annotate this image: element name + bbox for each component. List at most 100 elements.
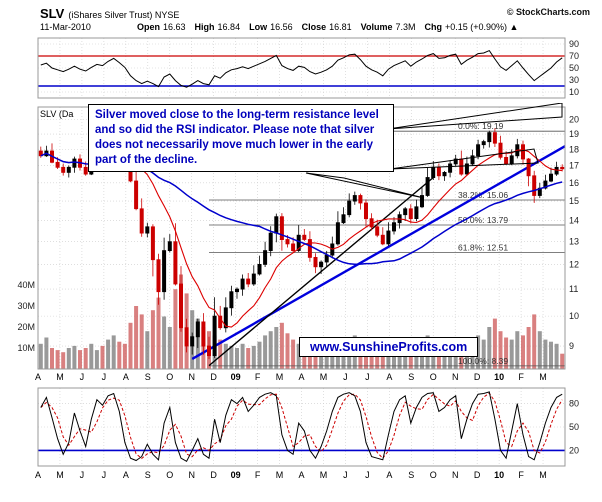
svg-text:O: O [430,372,437,382]
svg-text:90: 90 [569,39,579,49]
svg-text:30M: 30M [17,301,35,311]
svg-text:F: F [518,372,524,382]
fibonacci-levels: 0.0%: 19.19 38.2%: 15.06 50.0%: 13.79 61.8%… [209,121,565,367]
quote-date: 11-Mar-2010 [40,22,91,32]
quote-label: Volume [360,22,393,32]
svg-text:M: M [276,372,284,382]
rsi-axis-labels: 90 70 50 30 10 [569,39,579,97]
svg-text:10: 10 [494,372,504,382]
svg-text:O: O [430,470,437,480]
svg-text:J: J [80,470,85,480]
svg-text:40M: 40M [17,280,35,290]
svg-text:M: M [56,470,64,480]
svg-text:N: N [188,372,195,382]
svg-text:N: N [452,372,459,382]
stoch-plot-border [37,387,566,467]
svg-text:30: 30 [569,75,579,85]
svg-text:10M: 10M [17,343,35,353]
ticker-name: (iShares Silver Trust) NYSE [68,10,180,20]
svg-text:20: 20 [569,445,579,455]
svg-text:20: 20 [569,114,579,124]
svg-text:38.2%: 15.06: 38.2%: 15.06 [458,190,508,200]
quote-value: 16.84 [217,22,241,32]
stoch-axis-labels: 80 50 20 [569,399,579,456]
stoch-signal-line [40,392,563,460]
price-axis-labels: 20 19 18 17 16 15 14 13 12 11 10 9 [569,114,579,351]
svg-text:9: 9 [569,341,574,351]
svg-text:M: M [276,470,284,480]
svg-text:A: A [123,372,129,382]
svg-text:A: A [298,372,304,382]
svg-text:D: D [474,470,481,480]
ticker-symbol: SLV [40,6,65,21]
watermark-link[interactable]: www.SunshineProfits.com [299,337,479,357]
svg-text:70: 70 [569,51,579,61]
svg-text:14: 14 [569,216,579,226]
svg-text:A: A [298,470,304,480]
chart-header: SLV (iShares Silver Trust) NYSE © StockCh… [40,5,590,21]
svg-text:N: N [452,470,459,480]
svg-text:11: 11 [569,284,578,294]
quote-value: 16.56 [270,22,293,32]
annotation-callout-arrows [305,103,563,199]
svg-text:10: 10 [569,87,579,97]
rsi-plot-border [37,37,566,99]
svg-text:F: F [518,470,524,480]
stoch-line [40,391,563,462]
quote-label: Open [137,22,161,32]
svg-text:61.8%: 12.51: 61.8%: 12.51 [458,243,508,253]
quote-bar: Open 16.63 High 16.84 Low 16.56 Close 16.81 Volu… [128,22,518,32]
svg-text:O: O [166,372,173,382]
stoch-gridlines [38,403,565,428]
svg-text:100.0%: 8.39: 100.0%: 8.39 [458,356,508,366]
svg-text:50: 50 [569,63,579,73]
svg-text:S: S [145,372,151,382]
svg-text:J: J [365,470,370,480]
quote-value: 16.63 [163,22,186,32]
month-axis-labels: A M J J A S O N D 09 F M A M J J A S O N D 10 F M [35,470,547,480]
svg-text:16: 16 [569,178,579,188]
svg-text:M: M [320,372,328,382]
svg-text:S: S [145,470,151,480]
svg-text:S: S [408,372,414,382]
svg-text:18: 18 [569,144,579,154]
svg-text:N: N [188,470,195,480]
svg-text:12: 12 [569,259,579,269]
quote-label: High [194,22,215,32]
quote-label: Low [249,22,268,32]
svg-text:A: A [386,470,392,480]
svg-text:19: 19 [569,129,579,139]
svg-text:J: J [102,372,107,382]
svg-text:A: A [35,372,41,382]
svg-text:09: 09 [231,470,241,480]
quote-value: +0.15 (+0.90%) ▲ [445,22,519,32]
quote-value: 16.81 [329,22,352,32]
svg-text:0.0%: 19.19: 0.0%: 19.19 [458,121,504,131]
svg-text:F: F [255,470,261,480]
svg-text:10: 10 [494,470,504,480]
svg-text:D: D [210,470,217,480]
svg-text:O: O [166,470,173,480]
svg-text:M: M [539,470,547,480]
svg-text:M: M [320,470,328,480]
svg-text:80: 80 [569,399,579,409]
volume-axis-labels: 40M 30M 20M 10M [17,280,35,353]
quote-value: 7.3M [395,22,416,32]
long-term-support-trendline [191,145,566,360]
rsi-indicator-panel: 90 70 50 30 10 [37,37,579,99]
svg-text:M: M [56,372,64,382]
svg-text:A: A [386,372,392,382]
svg-text:20M: 20M [17,322,35,332]
svg-text:10: 10 [569,311,579,321]
quote-label: Chg [424,22,443,32]
month-axis-labels: A M J J A S O N D 09 F M A M J J A S O N D 10 F M [35,372,547,382]
annotation-box: Silver moved close to the long-term resi… [88,104,394,172]
svg-text:J: J [80,372,85,382]
rsi-line [40,49,563,88]
svg-text:50.0%: 13.79: 50.0%: 13.79 [458,215,508,225]
svg-text:F: F [255,372,261,382]
quote-label: Close [301,22,327,32]
svg-text:A: A [35,470,41,480]
quote-line: 11-Mar-2010 Open 16.63 High 16.84 Low 16.56 Cl… [40,22,590,32]
